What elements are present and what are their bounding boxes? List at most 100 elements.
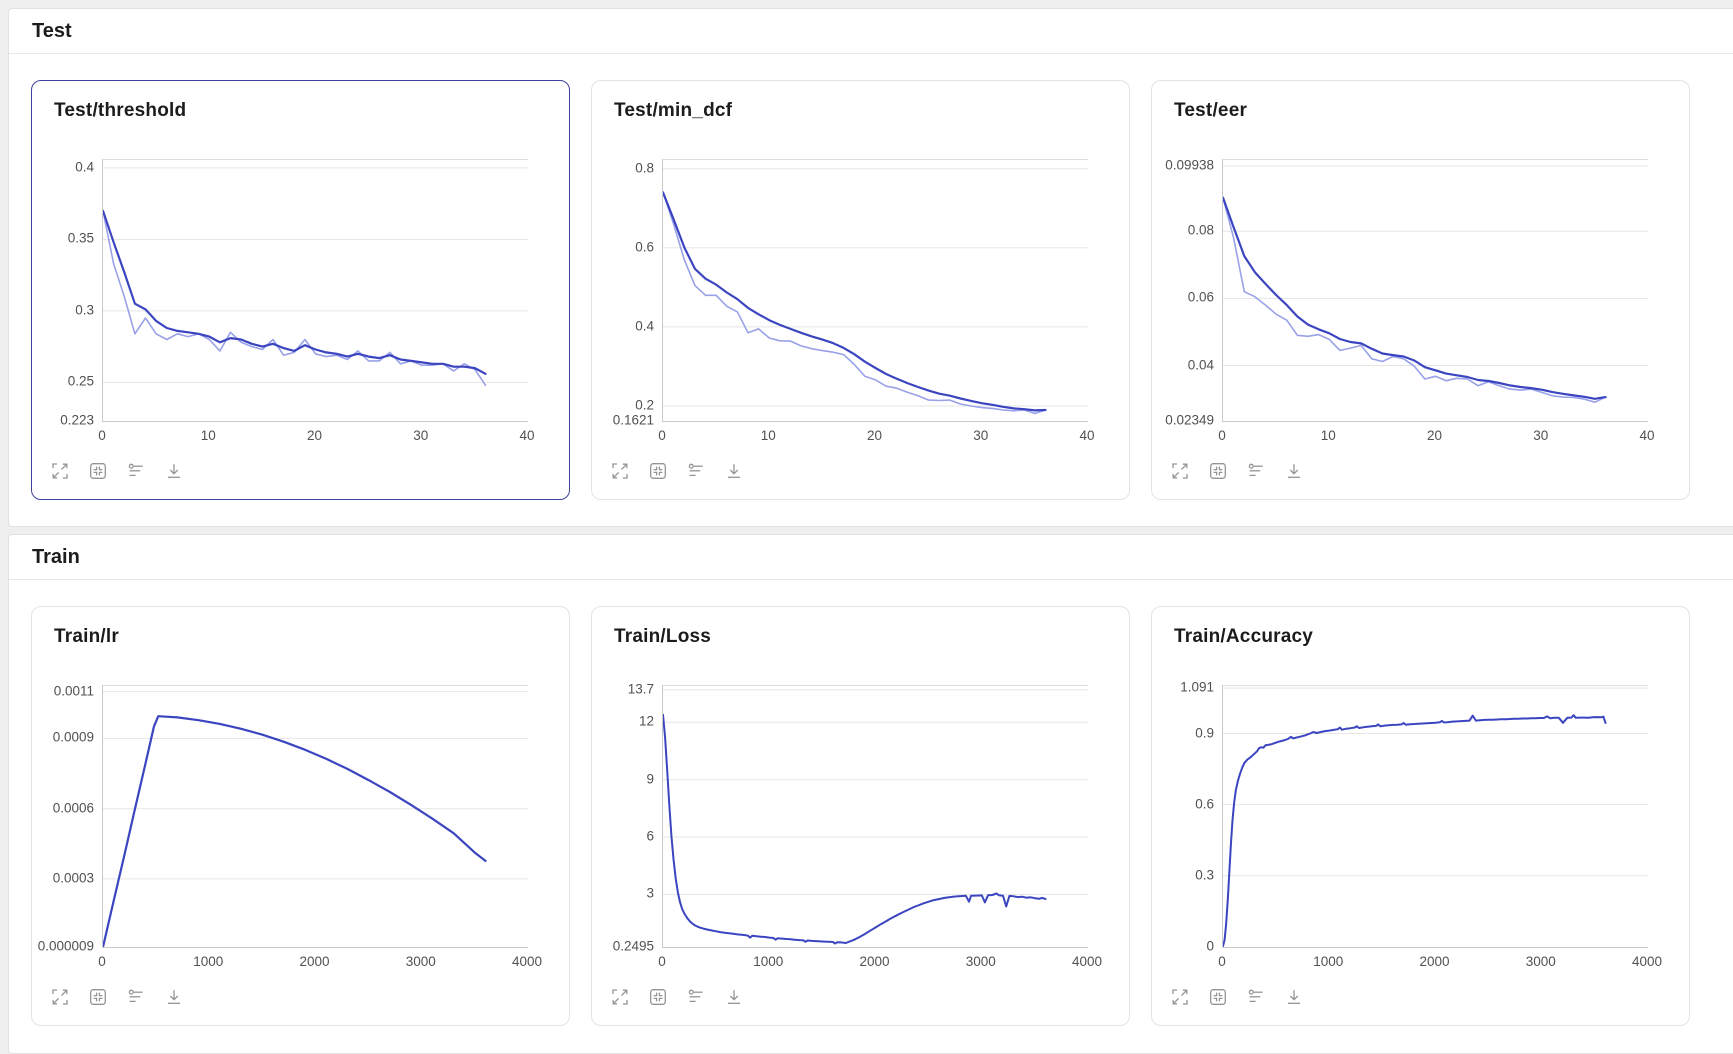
x-tick-label: 0 (98, 954, 106, 969)
y-tick-label: 0.000009 (37, 938, 94, 954)
plot-area[interactable] (662, 159, 1088, 422)
x-tick-label: 20 (866, 428, 883, 443)
x-tick-label: 3000 (405, 954, 436, 969)
smoothing-button[interactable] (1247, 462, 1265, 480)
download-button[interactable] (165, 988, 183, 1006)
smoothing-icon (1248, 989, 1263, 1003)
series-smoothed (1223, 196, 1607, 400)
chart-card[interactable]: Train/Accuracy 0 0.3 0.6 0.9 1.091 0 1000 2000… (1151, 606, 1690, 1026)
fit-view-icon (90, 463, 106, 479)
smoothing-button[interactable] (1247, 988, 1265, 1006)
download-icon (168, 990, 180, 1004)
x-tick-label: 0 (658, 428, 666, 443)
x-tick-label: 2000 (1419, 954, 1450, 969)
download-icon (1288, 464, 1300, 478)
chart-card[interactable]: Train/lr 0.000009 0.0003 0.0006 0.0009 0.001… (31, 606, 570, 1026)
y-tick-label: 0.9 (1195, 725, 1214, 740)
smoothing-button[interactable] (687, 988, 705, 1006)
x-tick-label: 30 (973, 428, 989, 443)
smoothing-icon (128, 989, 143, 1003)
expand-button[interactable] (1171, 462, 1189, 480)
y-axis-ticks: 0.000009 0.0003 0.0006 0.0009 0.0011 (32, 683, 94, 953)
series-value (1223, 714, 1607, 947)
x-tick-label: 4000 (511, 954, 543, 969)
fit-view-button[interactable] (1209, 988, 1227, 1006)
y-tick-label: 0.02349 (1165, 412, 1214, 428)
plot-area[interactable] (1222, 685, 1648, 948)
fit-view-button[interactable] (1209, 462, 1227, 480)
plot-area[interactable] (102, 685, 528, 948)
download-icon (728, 990, 740, 1004)
x-tick-label: 0 (658, 954, 666, 969)
fit-view-button[interactable] (89, 462, 107, 480)
expand-button[interactable] (611, 988, 629, 1006)
smoothing-icon (688, 989, 703, 1003)
download-button[interactable] (725, 988, 743, 1006)
y-tick-label: 0.35 (67, 230, 94, 246)
x-tick-label: 10 (760, 428, 776, 443)
y-tick-label: 0.223 (60, 412, 94, 428)
chart-card[interactable]: Test/min_dcf 0.1621 0.2 0.4 0.6 0.8 0 10 20 30 4… (591, 80, 1130, 500)
y-tick-label: 0.3 (75, 302, 94, 318)
chart-title: Train/lr (54, 626, 119, 647)
x-tick-label: 30 (413, 428, 429, 443)
y-tick-label: 0.4 (635, 318, 654, 334)
y-axis-ticks: 0.2495 3 6 9 12 13.7 (592, 681, 654, 953)
download-button[interactable] (1285, 462, 1303, 480)
y-tick-label: 0.6 (635, 239, 654, 255)
x-axis-ticks: 0 1000 2000 3000 4000 (1218, 954, 1662, 971)
smoothing-button[interactable] (687, 462, 705, 480)
series-raw (103, 209, 487, 386)
x-axis-ticks: 0 1000 2000 3000 4000 (658, 954, 1102, 971)
x-tick-label: 3000 (1525, 954, 1556, 969)
y-tick-label: 0.1621 (612, 412, 654, 428)
x-tick-label: 4000 (1071, 954, 1103, 969)
download-button[interactable] (725, 462, 743, 480)
section-title-test: Test (9, 9, 1733, 54)
download-button[interactable] (165, 462, 183, 480)
chart-toolbar (51, 988, 183, 1006)
chart-title: Test/eer (1174, 100, 1248, 121)
series-smoothed (663, 191, 1047, 412)
fit-view-button[interactable] (89, 988, 107, 1006)
section-panel-test: Test Test/threshold 0.223 0.25 0.3 0.35 0.4 … (8, 8, 1733, 527)
expand-button[interactable] (611, 462, 629, 480)
plot-area[interactable] (662, 685, 1088, 948)
expand-button[interactable] (51, 462, 69, 480)
x-tick-label: 3000 (965, 954, 996, 969)
smoothing-button[interactable] (127, 462, 145, 480)
plot-area[interactable] (102, 159, 528, 422)
x-tick-label: 0 (98, 428, 106, 443)
chart-toolbar (611, 988, 743, 1006)
smoothing-button[interactable] (127, 988, 145, 1006)
chart-card[interactable]: Test/eer 0.02349 0.04 0.06 0.08 0.09938 0 10 2… (1151, 80, 1690, 500)
fit-view-icon (650, 989, 666, 1005)
chart-toolbar (1171, 462, 1303, 480)
expand-icon (52, 989, 68, 1005)
expand-button[interactable] (51, 988, 69, 1006)
fit-view-icon (1210, 989, 1226, 1005)
expand-icon (52, 463, 68, 479)
chart-toolbar (611, 462, 743, 480)
chart-card[interactable]: Test/threshold 0.223 0.25 0.3 0.35 0.4 0 10 20… (31, 80, 570, 500)
y-tick-label: 12 (638, 713, 654, 729)
chart-title: Test/min_dcf (614, 100, 733, 121)
y-tick-label: 1.091 (1180, 679, 1214, 695)
chart-card[interactable]: Train/Loss 0.2495 3 6 9 12 13.7 0 1000 2000 3000… (591, 606, 1130, 1026)
fit-view-button[interactable] (649, 462, 667, 480)
cards-row-test: Test/threshold 0.223 0.25 0.3 0.35 0.4 0 10 20… (31, 80, 1690, 500)
expand-button[interactable] (1171, 988, 1189, 1006)
fit-view-icon (1210, 463, 1226, 479)
y-tick-label: 9 (646, 771, 654, 787)
y-tick-label: 0.0009 (52, 729, 94, 745)
download-icon (1288, 990, 1300, 1004)
fit-view-button[interactable] (649, 988, 667, 1006)
x-tick-label: 40 (1639, 428, 1655, 443)
y-axis-ticks: 0.02349 0.04 0.06 0.08 0.09938 (1152, 158, 1214, 428)
download-button[interactable] (1285, 988, 1303, 1006)
x-tick-label: 2000 (299, 954, 330, 969)
download-icon (168, 464, 180, 478)
plot-area[interactable] (1222, 159, 1648, 422)
x-tick-label: 2000 (859, 954, 890, 969)
x-tick-label: 4000 (1631, 954, 1663, 969)
